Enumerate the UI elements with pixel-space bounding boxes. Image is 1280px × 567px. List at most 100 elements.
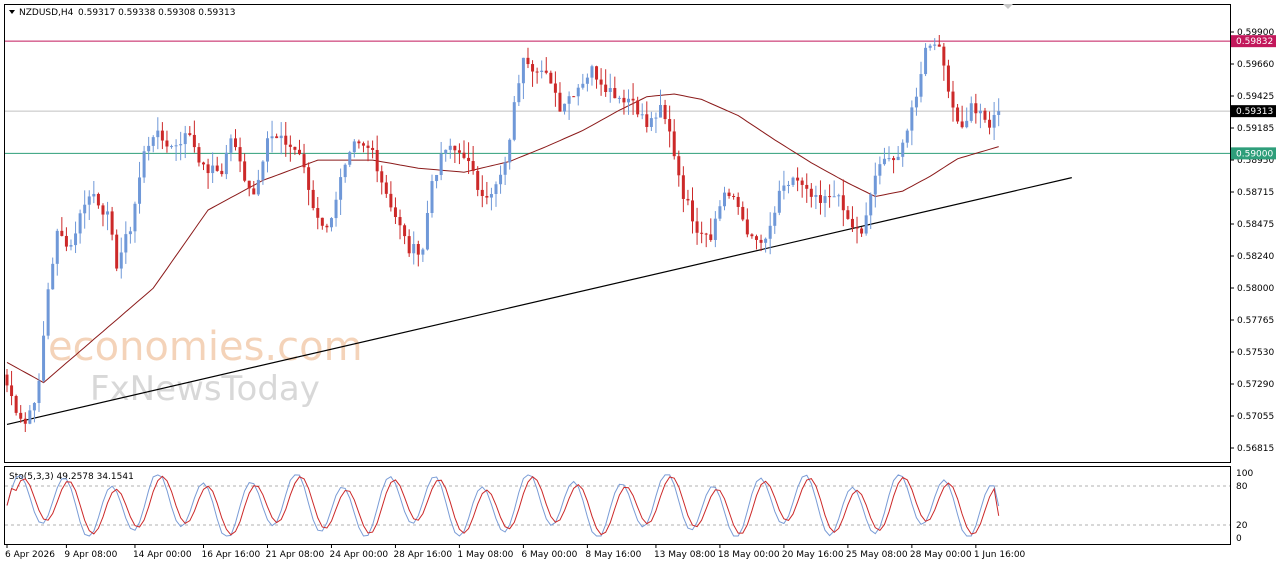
candle	[645, 101, 649, 133]
candle	[549, 70, 553, 84]
candle	[585, 73, 589, 92]
candle	[293, 146, 297, 155]
stochastic-oscillator	[5, 474, 1230, 537]
candle	[380, 165, 384, 195]
time-tick-label: 20 May 16:00	[782, 550, 844, 560]
ascending-trendline[interactable]	[6, 177, 1072, 425]
candle	[179, 131, 183, 161]
candle	[640, 103, 644, 120]
candle	[165, 130, 169, 153]
candle	[969, 96, 973, 123]
candle	[924, 43, 928, 77]
price-tick-label: 0.57290	[1237, 380, 1274, 390]
time-tick-label: 28 Apr 16:00	[393, 550, 452, 560]
oscillator-panel-frame	[4, 466, 1231, 545]
candle	[850, 206, 854, 233]
candle	[745, 208, 749, 238]
candle	[60, 217, 64, 237]
candle	[722, 186, 726, 211]
candle	[252, 180, 256, 195]
candle	[846, 205, 850, 220]
collapse-triangle-icon[interactable]	[9, 10, 15, 14]
svg-text:0.59313: 0.59313	[1236, 107, 1273, 117]
candle	[654, 112, 658, 134]
time-tick-label: 24 Apr 00:00	[329, 550, 388, 560]
candle	[622, 89, 626, 115]
time-axis: 6 Apr 2026 9 Apr 08:00 14 Apr 00:00 16 Apr …	[5, 544, 1026, 560]
candle	[311, 180, 315, 211]
candle	[576, 84, 580, 106]
one-click-trading-arrow-icon[interactable]	[1003, 4, 1013, 9]
candle	[160, 122, 164, 150]
candle	[202, 161, 206, 171]
candle	[462, 140, 466, 160]
candle	[681, 166, 685, 213]
candle	[928, 43, 932, 51]
candle	[736, 192, 740, 215]
candle	[243, 153, 247, 183]
candle	[489, 187, 493, 211]
candle	[151, 135, 155, 153]
candle	[818, 180, 822, 215]
candle	[110, 206, 114, 241]
candle	[197, 143, 201, 167]
candle	[782, 170, 786, 200]
candle	[375, 135, 379, 183]
candle	[156, 117, 160, 150]
candle	[444, 149, 448, 162]
time-tick-label: 13 May 08:00	[654, 550, 716, 560]
candle	[334, 191, 338, 227]
candle	[284, 121, 288, 157]
candle	[238, 137, 242, 173]
candle	[247, 180, 251, 197]
candle	[704, 232, 708, 248]
candle	[174, 139, 178, 161]
svg-text:0.59000: 0.59000	[1236, 149, 1273, 159]
candle	[352, 139, 356, 158]
candle	[42, 321, 46, 383]
candle	[558, 82, 562, 112]
candle	[256, 169, 260, 197]
candle	[366, 140, 370, 162]
candle	[51, 257, 55, 290]
trendline[interactable]	[6, 177, 1072, 425]
candle	[170, 144, 174, 149]
candle	[741, 201, 745, 222]
candle	[809, 183, 813, 208]
candle	[873, 162, 877, 208]
candle	[393, 197, 397, 225]
candle	[892, 155, 896, 174]
candle	[567, 91, 571, 120]
candle	[270, 120, 274, 153]
candle	[750, 233, 754, 239]
candle	[649, 111, 653, 132]
ohlc-header: 0.59317 0.59338 0.59308 0.59313	[78, 8, 235, 18]
candle	[119, 237, 123, 279]
candle	[224, 144, 228, 180]
candle	[896, 146, 900, 161]
price-tick-label: 0.56815	[1237, 444, 1274, 454]
candle	[494, 181, 498, 207]
price-tick-label: 0.58715	[1237, 188, 1274, 198]
candle	[599, 68, 603, 96]
candle	[691, 187, 694, 234]
candle	[412, 231, 416, 265]
oscillator-axis: 100 80 20 0	[1236, 469, 1253, 544]
resistance-price-label: 0.59832	[1231, 35, 1276, 48]
candle	[563, 103, 567, 115]
candle	[46, 282, 50, 340]
candle	[467, 142, 471, 174]
candle	[234, 129, 237, 151]
candle	[421, 247, 425, 262]
candle	[435, 174, 439, 189]
candle	[860, 226, 864, 237]
candle	[206, 158, 210, 189]
candle	[773, 206, 777, 234]
candle	[983, 107, 987, 123]
price-tick-label: 0.58475	[1237, 220, 1274, 230]
candle	[535, 67, 539, 84]
candle	[357, 139, 361, 149]
candle	[512, 96, 516, 142]
candle	[55, 228, 59, 276]
candle	[5, 369, 9, 393]
